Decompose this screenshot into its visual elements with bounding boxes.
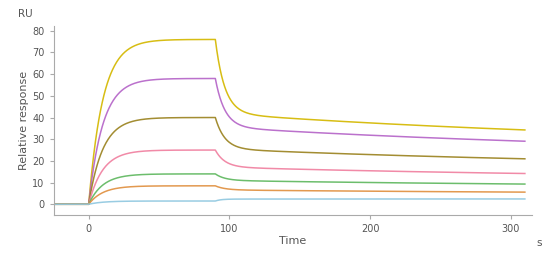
Text: s: s	[537, 238, 542, 248]
Y-axis label: Relative response: Relative response	[19, 71, 29, 170]
X-axis label: Time: Time	[279, 236, 306, 246]
Text: RU: RU	[18, 9, 32, 19]
